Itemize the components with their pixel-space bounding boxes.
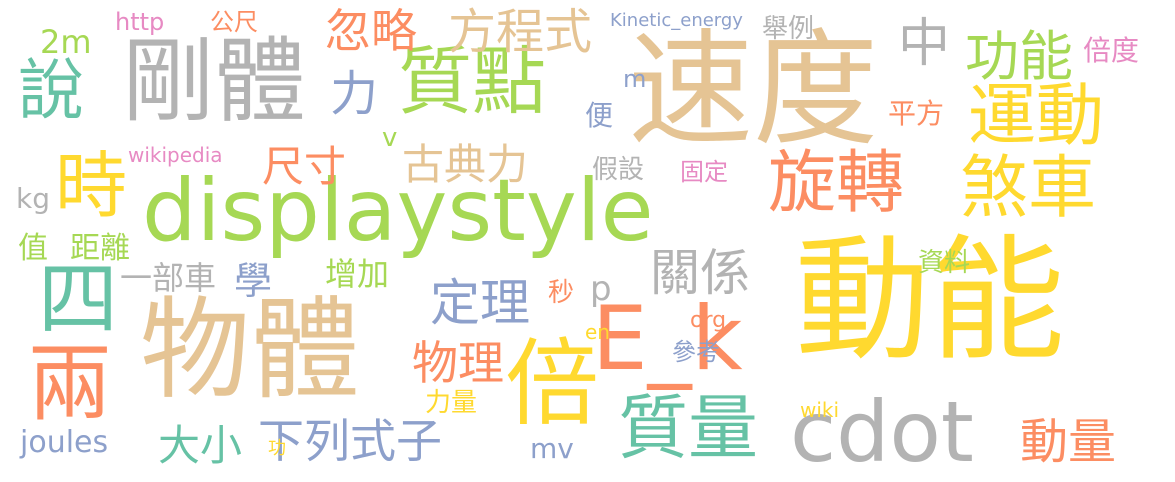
word-displaystyle: displaystyle: [142, 161, 654, 261]
word-miao: 秒: [548, 278, 575, 308]
word-shuo: 說: [18, 52, 84, 129]
word-p: p: [590, 269, 612, 309]
word-kg: kg: [16, 182, 50, 215]
word-gudianli: 古典力: [402, 140, 529, 189]
word-xialieshizi: 下列式子: [258, 414, 442, 468]
word-guding: 固定: [680, 158, 728, 186]
word-ziliao: 資料: [918, 248, 971, 278]
word-kinetic-energy: Kinetic_energy: [610, 10, 743, 31]
word-zhidian: 質點: [398, 39, 546, 125]
word-chicun: 尺寸: [262, 142, 347, 191]
word-beidu: 倍度: [1083, 34, 1140, 67]
word-cankao: 參考: [672, 338, 720, 366]
word-xuanzhuan: 旋轉: [768, 144, 905, 223]
word-2m: 2m: [40, 23, 92, 61]
word-yundong: 運動: [968, 77, 1105, 156]
word-jiashe: 假設: [592, 155, 645, 185]
word-juli: 距離: [70, 231, 130, 266]
word-gangti: 剛體: [122, 28, 307, 135]
word-mv: mv: [530, 432, 574, 465]
word-si: 四: [38, 253, 118, 346]
word-daxiao: 大小: [158, 421, 243, 470]
word-zhong: 中: [898, 14, 951, 74]
word-liliang: 力量: [425, 388, 478, 418]
word-liang: 兩: [28, 335, 113, 433]
word-wiki: wiki: [800, 398, 840, 422]
word-juli-example: 舉例: [762, 14, 815, 44]
word-shi: 時: [55, 144, 128, 228]
word-gongchi: 公尺: [210, 8, 258, 36]
word-joules: joules: [20, 425, 109, 460]
word-dingli: 定理: [430, 274, 530, 332]
word-en: en: [585, 320, 610, 344]
word-wuli: 物理: [412, 336, 504, 390]
word-pingfang: 平方: [888, 97, 945, 130]
word-wuti: 物體: [140, 286, 360, 414]
word-sudu: 速度: [628, 18, 878, 163]
word-e-k: E_k: [592, 287, 743, 390]
word-shache: 煞車: [960, 149, 1097, 228]
word-bei: 倍: [505, 330, 600, 439]
word-cdot: cdot: [790, 383, 974, 481]
word-http: http: [115, 8, 165, 36]
word-dongliang: 動量: [1020, 414, 1117, 470]
word-gongneng: 功能: [965, 25, 1073, 88]
word-gong: 功: [268, 438, 286, 459]
word-guanxi: 關係: [650, 244, 750, 302]
word-yibuche: 一部車: [120, 259, 217, 297]
word-hulue: 忽略: [325, 4, 417, 58]
word-m: m: [623, 65, 647, 93]
word-fangchengshi: 方程式: [448, 4, 593, 60]
word-bian: 便: [585, 99, 614, 132]
word-org: org: [690, 308, 727, 333]
word-li: 力: [330, 66, 379, 122]
word-zhiliang: 質量: [618, 387, 758, 469]
word-zhi: 值: [18, 231, 48, 266]
word-v: v: [382, 123, 398, 153]
word-wikipedia: wikipedia: [128, 143, 223, 167]
word-zengjia: 增加: [325, 255, 390, 293]
word-dongneng: 動能: [795, 222, 1065, 379]
word-xue: 學: [234, 259, 273, 303]
